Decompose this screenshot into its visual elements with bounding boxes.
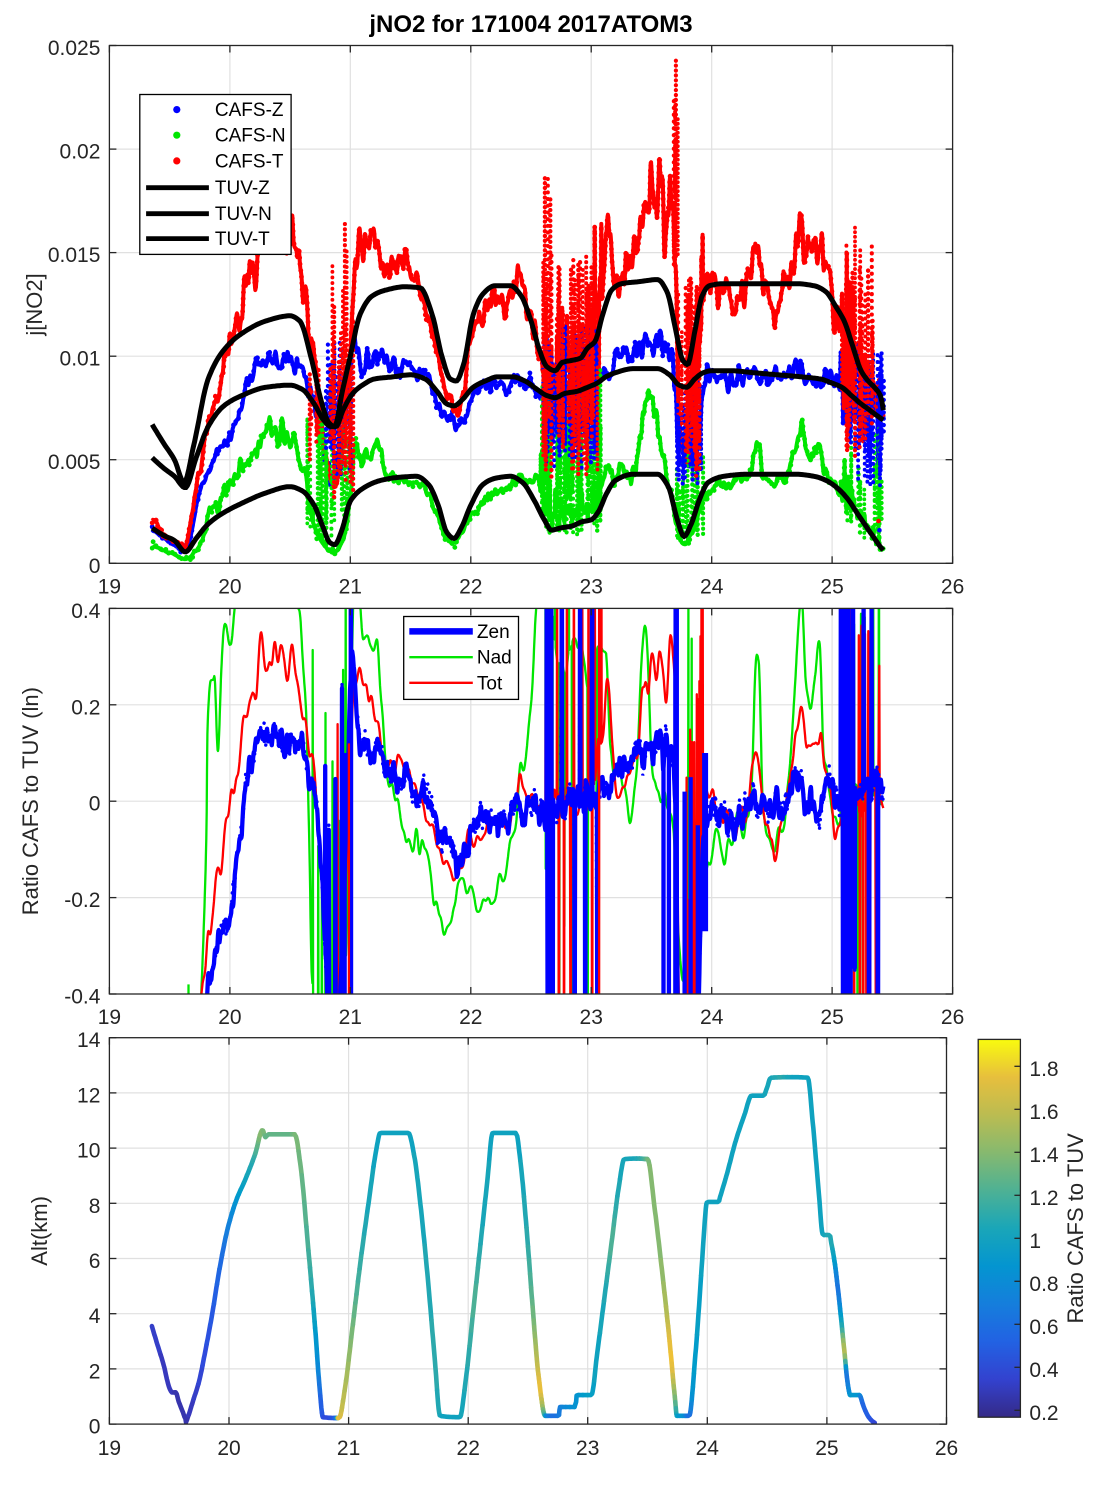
svg-text:CAFS-N: CAFS-N <box>215 126 286 147</box>
svg-text:0.015: 0.015 <box>48 244 101 267</box>
svg-text:24: 24 <box>696 1437 720 1460</box>
svg-text:22: 22 <box>459 575 482 598</box>
svg-text:TUV-T: TUV-T <box>215 229 270 250</box>
svg-text:22: 22 <box>459 1006 482 1029</box>
svg-text:24: 24 <box>700 1006 724 1029</box>
svg-text:21: 21 <box>339 575 362 598</box>
svg-text:25: 25 <box>820 1006 843 1029</box>
svg-text:19: 19 <box>98 1006 121 1029</box>
svg-text:1.4: 1.4 <box>1029 1144 1059 1167</box>
svg-text:24: 24 <box>700 575 724 598</box>
svg-text:0.4: 0.4 <box>1029 1359 1059 1382</box>
svg-text:Alt(km): Alt(km) <box>27 1196 52 1266</box>
svg-text:0.025: 0.025 <box>48 37 101 60</box>
svg-text:26: 26 <box>941 1006 964 1029</box>
svg-text:j[NO2]: j[NO2] <box>22 273 47 336</box>
svg-text:CAFS-Z: CAFS-Z <box>215 100 284 121</box>
svg-text:19: 19 <box>98 575 121 598</box>
svg-text:6: 6 <box>89 1250 101 1273</box>
svg-text:0.2: 0.2 <box>1029 1402 1058 1425</box>
svg-text:TUV-Z: TUV-Z <box>215 178 270 199</box>
svg-text:CAFS-T: CAFS-T <box>215 151 284 172</box>
svg-text:Ratio CAFS to TUV (ln): Ratio CAFS to TUV (ln) <box>18 687 43 915</box>
svg-text:10: 10 <box>77 1140 100 1163</box>
svg-text:0: 0 <box>89 1416 101 1439</box>
svg-text:Tot: Tot <box>477 673 503 694</box>
svg-text:21: 21 <box>337 1437 360 1460</box>
svg-text:Ratio CAFS to TUV: Ratio CAFS to TUV <box>1063 1133 1088 1324</box>
svg-text:1: 1 <box>1029 1230 1041 1253</box>
svg-text:26: 26 <box>935 1437 958 1460</box>
svg-text:0.8: 0.8 <box>1029 1273 1058 1296</box>
svg-text:Zen: Zen <box>477 622 510 643</box>
svg-text:-0.4: -0.4 <box>64 986 101 1009</box>
svg-text:21: 21 <box>339 1006 362 1029</box>
svg-text:25: 25 <box>820 575 843 598</box>
svg-text:20: 20 <box>217 1437 240 1460</box>
svg-text:0.4: 0.4 <box>71 600 101 623</box>
svg-text:0.2: 0.2 <box>71 696 100 719</box>
svg-text:8: 8 <box>89 1195 101 1218</box>
svg-text:0.02: 0.02 <box>60 141 101 164</box>
svg-text:25: 25 <box>815 1437 838 1460</box>
svg-text:1.6: 1.6 <box>1029 1101 1058 1124</box>
svg-text:19: 19 <box>98 1437 121 1460</box>
svg-text:12: 12 <box>77 1084 100 1107</box>
svg-text:1.2: 1.2 <box>1029 1187 1058 1210</box>
svg-text:-0.2: -0.2 <box>64 889 100 912</box>
svg-text:2: 2 <box>89 1360 101 1383</box>
svg-text:jNO2 for 171004 2017ATOM3: jNO2 for 171004 2017ATOM3 <box>368 11 692 38</box>
svg-text:23: 23 <box>580 575 603 598</box>
svg-text:23: 23 <box>576 1437 599 1460</box>
svg-text:Nad: Nad <box>477 648 512 669</box>
svg-text:0: 0 <box>89 555 101 578</box>
svg-text:23: 23 <box>580 1006 603 1029</box>
svg-text:20: 20 <box>218 1006 241 1029</box>
svg-text:26: 26 <box>941 575 964 598</box>
svg-text:22: 22 <box>457 1437 480 1460</box>
svg-text:14: 14 <box>77 1029 101 1052</box>
svg-text:0: 0 <box>89 793 101 816</box>
svg-text:0.01: 0.01 <box>60 348 101 371</box>
svg-text:4: 4 <box>89 1305 101 1328</box>
svg-text:20: 20 <box>218 575 241 598</box>
svg-text:0.6: 0.6 <box>1029 1316 1058 1339</box>
svg-text:1.8: 1.8 <box>1029 1058 1058 1081</box>
svg-text:TUV-N: TUV-N <box>215 204 272 225</box>
svg-text:0.005: 0.005 <box>48 451 101 474</box>
